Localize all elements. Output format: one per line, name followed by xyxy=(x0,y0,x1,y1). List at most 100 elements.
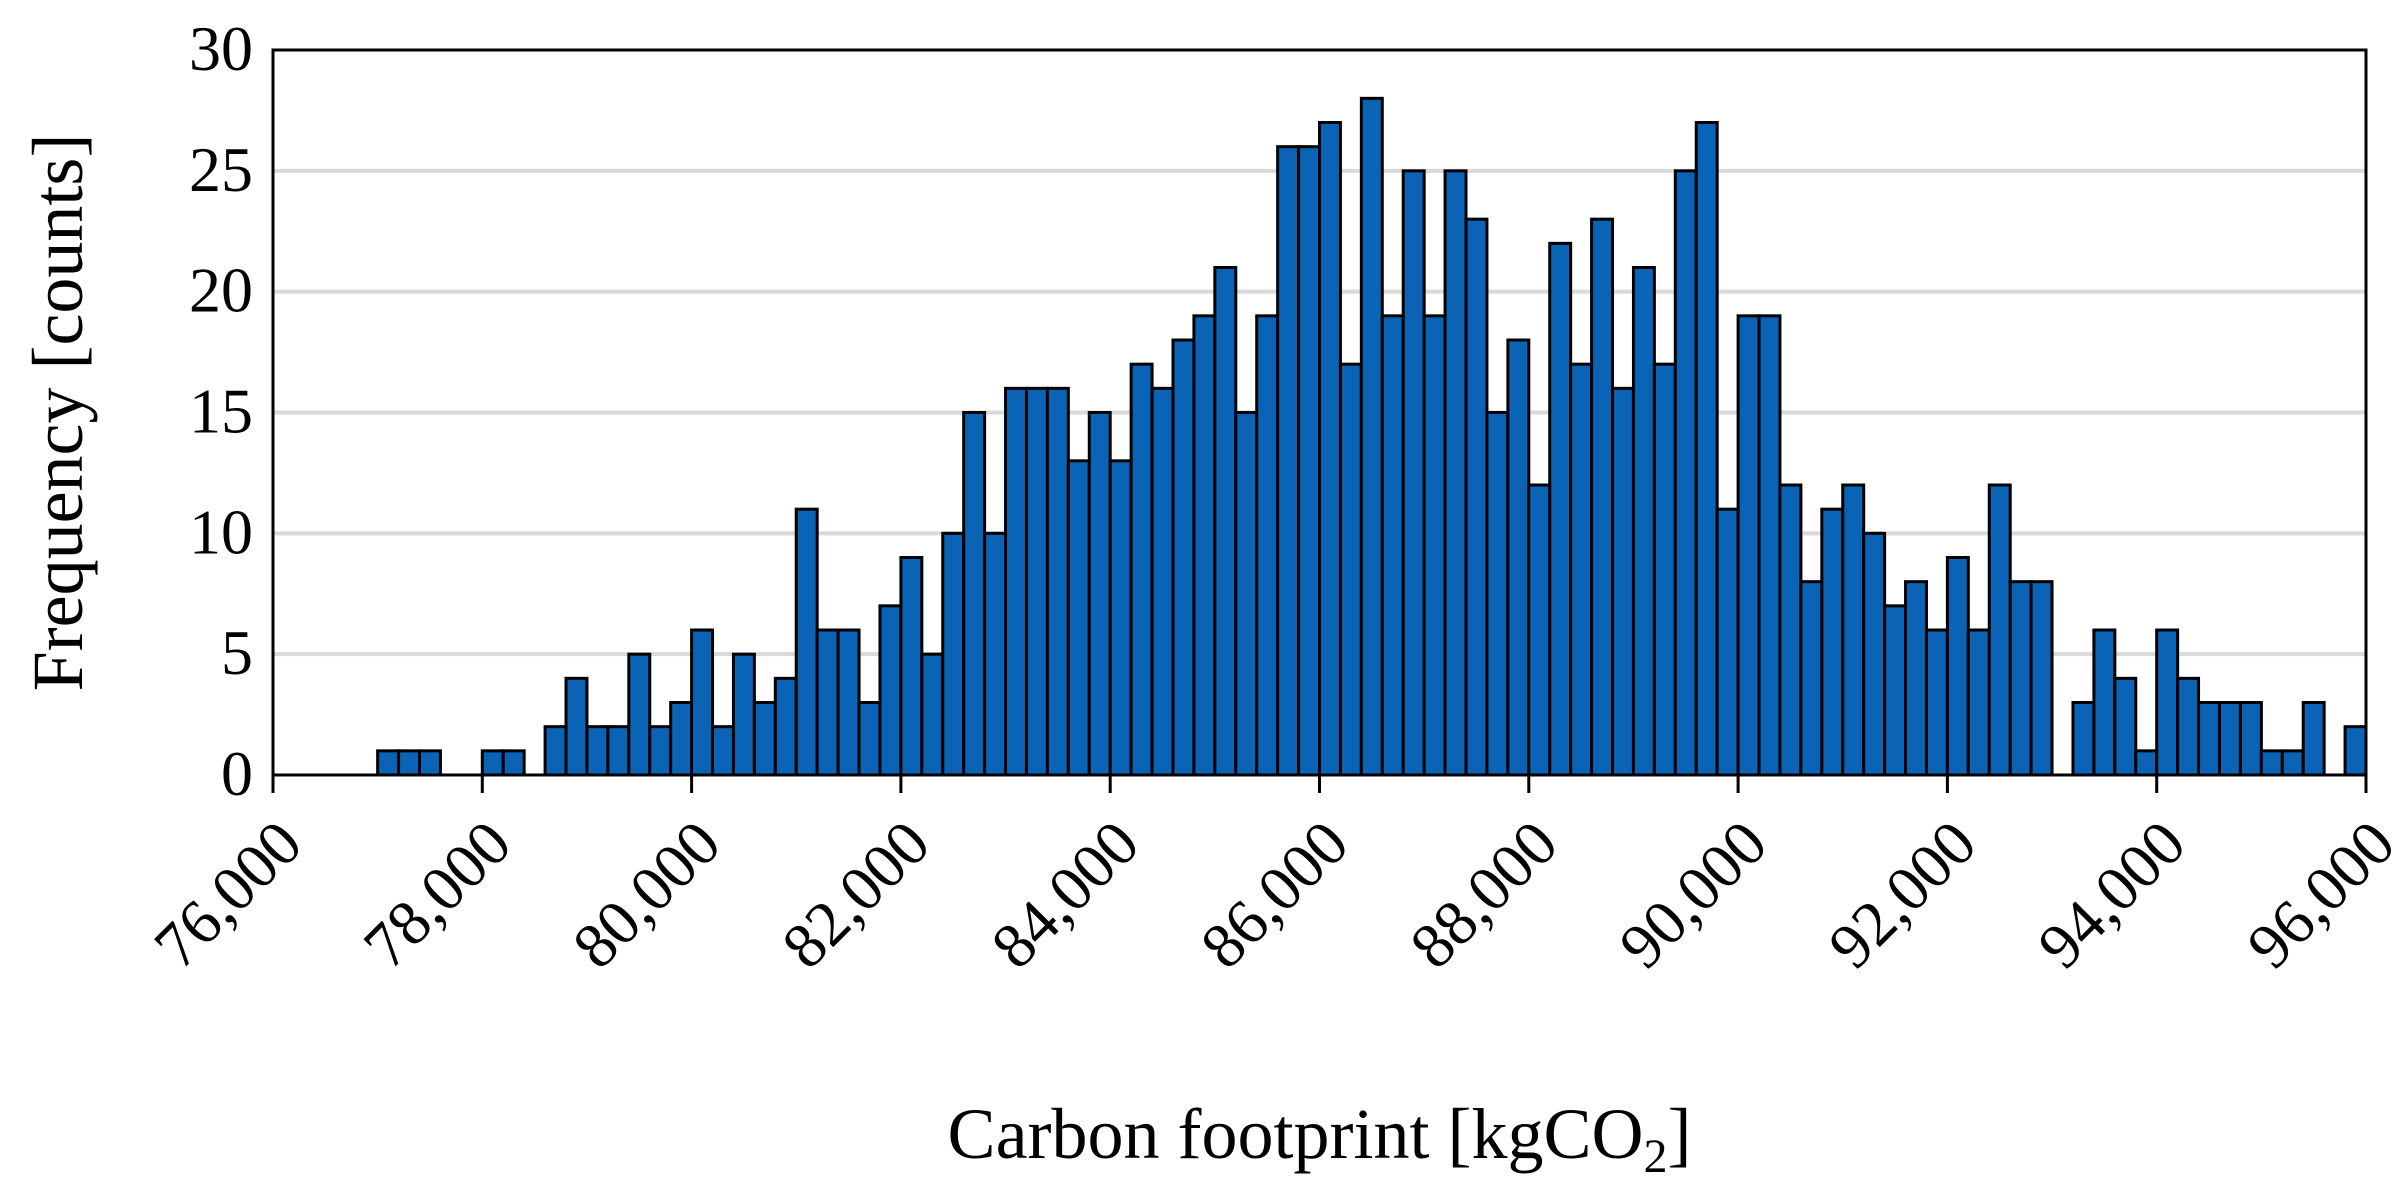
histogram-bar xyxy=(397,749,422,777)
histogram-bar xyxy=(878,604,903,777)
histogram-bar xyxy=(1464,217,1489,777)
x-axis-title-main: Carbon footprint [kgCO xyxy=(948,1094,1644,1174)
histogram-bar xyxy=(1443,169,1468,777)
histogram-bar xyxy=(1045,386,1070,777)
histogram-bar xyxy=(1422,314,1447,777)
histogram-bar xyxy=(2008,580,2033,777)
histogram-bar xyxy=(731,652,756,777)
y-tick-label: 30 xyxy=(189,13,253,84)
histogram-bar xyxy=(606,725,631,777)
y-tick-label: 25 xyxy=(189,134,253,205)
x-axis-ticks: 76,000 78,000 80,000 82,000 84,000 86,000 88,0… xyxy=(140,775,2396,982)
histogram-bar xyxy=(2113,676,2138,777)
y-axis-ticks: 0 5 10 15 20 25 30 xyxy=(189,13,253,809)
x-tick-label: 88,000 xyxy=(1396,807,1571,982)
x-tick-label: 90,000 xyxy=(1606,807,1781,982)
histogram-bar xyxy=(1401,169,1426,777)
histogram-bar xyxy=(1673,169,1698,777)
x-tick-label: 76,000 xyxy=(140,807,315,982)
histogram-bar xyxy=(1548,241,1573,777)
y-axis-title: Frequency [counts] xyxy=(18,134,98,692)
histogram-bar xyxy=(564,676,589,777)
histogram-bar xyxy=(1004,386,1028,777)
histogram-bar xyxy=(2280,749,2305,777)
histogram-bar xyxy=(2301,701,2326,777)
x-axis-title: Carbon footprint [kgCO2] xyxy=(948,1094,1692,1183)
histogram-bar xyxy=(1359,96,1384,777)
histogram-bar xyxy=(1841,483,1866,777)
histogram-bar xyxy=(1590,217,1615,777)
y-tick-label: 10 xyxy=(189,496,253,567)
histogram-bar xyxy=(1862,531,1887,777)
histogram-bar xyxy=(1987,483,2012,777)
histogram-bar xyxy=(2238,701,2263,777)
histogram-bar xyxy=(899,556,924,777)
histogram-bar xyxy=(1192,314,1217,777)
histogram-bar xyxy=(2134,749,2159,777)
histogram-bar xyxy=(983,531,1008,777)
histogram-bar xyxy=(2176,676,2201,777)
x-tick-label: 82,000 xyxy=(768,807,943,982)
histogram-bar xyxy=(1066,459,1091,777)
histogram-bar xyxy=(2343,725,2368,777)
histogram-bar xyxy=(857,701,882,777)
histogram-bar xyxy=(1924,628,1949,777)
histogram-bar xyxy=(2197,701,2221,777)
histogram-bar xyxy=(1966,628,1991,777)
histogram-bar xyxy=(1945,556,1970,777)
histogram-bar xyxy=(501,749,526,777)
histogram-bar xyxy=(1255,314,1280,777)
x-tick-label: 96,000 xyxy=(2233,807,2396,982)
histogram-bar xyxy=(711,725,735,777)
histogram-bar xyxy=(627,652,652,777)
histogram-bar xyxy=(2259,749,2284,777)
histogram-bar xyxy=(752,701,777,777)
histogram-bar xyxy=(2071,701,2096,777)
histogram-bar xyxy=(1485,411,1510,777)
histogram-bar xyxy=(418,749,442,777)
histogram-bar xyxy=(1799,580,1824,777)
histogram-bar xyxy=(1652,362,1677,777)
histogram-bar xyxy=(2155,628,2180,777)
histogram-bar xyxy=(836,628,861,777)
histogram-bar xyxy=(1694,121,1719,777)
y-tick-label: 20 xyxy=(189,255,253,326)
x-tick-label: 92,000 xyxy=(1815,807,1990,982)
x-axis-title-suffix: ] xyxy=(1667,1094,1691,1174)
histogram-bar xyxy=(2092,628,2117,777)
histogram-bar xyxy=(1276,145,1301,777)
histogram-bar xyxy=(1820,507,1845,777)
x-axis-title-subscript: 2 xyxy=(1643,1130,1667,1183)
x-tick-label: 86,000 xyxy=(1187,807,1362,982)
histogram-bar xyxy=(1736,314,1761,777)
histogram-bar xyxy=(1506,338,1531,777)
y-tick-label: 5 xyxy=(221,617,253,688)
histogram-bar xyxy=(1171,338,1196,777)
histogram-bar xyxy=(1569,362,1594,777)
y-tick-label: 0 xyxy=(221,738,253,809)
histogram-bar xyxy=(1883,604,1908,777)
histogram-bar xyxy=(543,725,568,777)
histogram-bar xyxy=(1087,411,1112,777)
histogram-bar xyxy=(773,676,798,777)
histogram-bar xyxy=(920,652,945,777)
y-tick-label: 15 xyxy=(189,376,253,447)
histogram-bar xyxy=(1213,266,1238,777)
histogram-bar xyxy=(2217,701,2242,777)
histogram-bar xyxy=(794,507,819,777)
histogram-bar xyxy=(1527,483,1552,777)
histogram-bar xyxy=(1024,386,1049,777)
histogram-bar xyxy=(1778,483,1803,777)
histogram-bar xyxy=(585,725,610,777)
histogram-bar xyxy=(648,725,673,777)
x-tick-label: 84,000 xyxy=(978,807,1153,982)
histogram-bar xyxy=(1904,580,1928,777)
histogram-bar xyxy=(1380,314,1405,777)
histogram-bars xyxy=(376,96,2368,777)
histogram-bar xyxy=(962,411,987,777)
histogram-bar xyxy=(1715,507,1740,777)
histogram-bar xyxy=(1338,362,1363,777)
histogram-bar xyxy=(1129,362,1154,777)
histogram-bar xyxy=(480,749,505,777)
